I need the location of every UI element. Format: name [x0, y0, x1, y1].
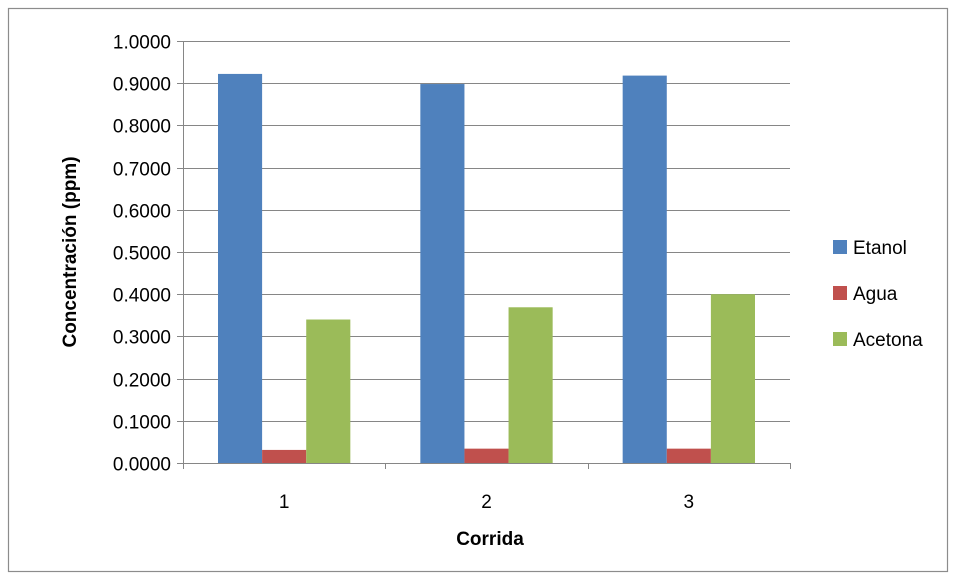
y-tick-label: 0.2000 [113, 371, 171, 392]
bar-acetona-1 [306, 319, 351, 463]
bar-agua-2 [464, 448, 509, 463]
legend-label-acetona: Acetona [853, 330, 923, 351]
axes: 0.0000 0.1000 0.2000 0.3000 0.4000 0.5000 0.60… [113, 33, 791, 513]
x-tick-label: 1 [279, 492, 290, 513]
y-tick-label: 0.6000 [113, 202, 171, 223]
bar-etanol-2 [420, 84, 465, 463]
bar-agua-1 [262, 449, 307, 463]
y-tick-label: 0.8000 [113, 117, 171, 138]
x-tick-label: 2 [481, 492, 492, 513]
y-tick-label: 0.5000 [113, 244, 171, 265]
legend-label-agua: Agua [853, 284, 898, 305]
bar-acetona-3 [710, 294, 755, 463]
bar-acetona-2 [508, 307, 553, 463]
chart-border [7, 7, 949, 573]
y-tick-label: 0.1000 [113, 413, 171, 434]
legend-swatch-etanol [833, 240, 847, 254]
legend-swatch-acetona [833, 332, 847, 346]
y-tick-label: 0.4000 [113, 286, 171, 307]
gridlines [183, 41, 790, 422]
bar-etanol-1 [218, 73, 263, 464]
y-tick-label: 0.9000 [113, 75, 171, 96]
x-axis-title: Corrida [456, 529, 524, 550]
y-tick-label: 0.0000 [113, 455, 171, 476]
legend-swatch-agua [833, 286, 847, 300]
y-tick-label: 0.3000 [113, 328, 171, 349]
bar-agua-3 [666, 448, 711, 463]
legend-label-etanol: Etanol [853, 238, 907, 259]
bars [218, 73, 755, 464]
y-axis-title: Concentración (ppm) [60, 156, 81, 347]
x-tick-label: 3 [684, 492, 695, 513]
legend: Etanol Agua Acetona [833, 238, 923, 351]
y-tick-label: 0.7000 [113, 160, 171, 181]
bar-etanol-3 [622, 75, 667, 463]
y-tick-label: 1.0000 [113, 33, 171, 54]
